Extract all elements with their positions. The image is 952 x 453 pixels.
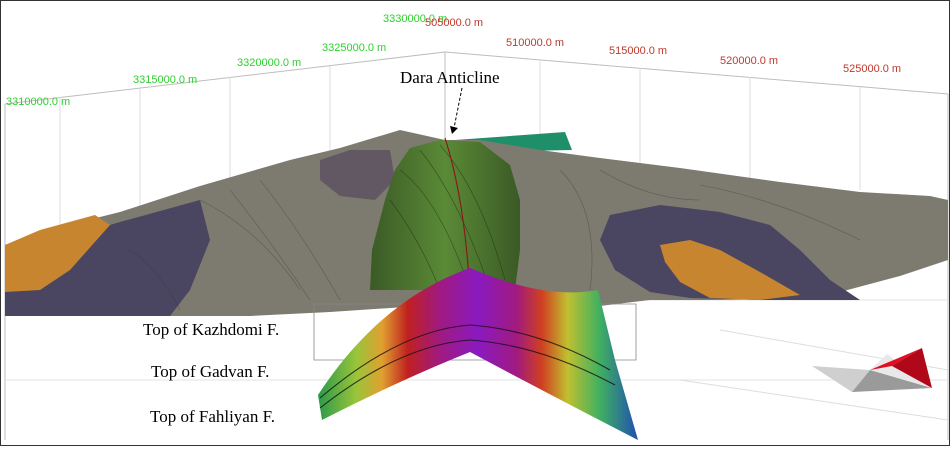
anticline-label: Dara Anticline	[400, 68, 500, 88]
north-arrow-icon[interactable]	[812, 344, 932, 394]
horizon-label-kazhdomi: Top of Kazhdomi F.	[143, 320, 279, 340]
easting-label-4: 520000.0 m	[720, 55, 778, 67]
easting-label-2: 510000.0 m	[506, 37, 564, 49]
easting-label-1: 505000.0 m	[425, 17, 483, 29]
anticline-pointer-arrow	[440, 86, 470, 136]
horizon-label-gadvan: Top of Gadvan F.	[151, 362, 269, 382]
horizon-label-fahliyan: Top of Fahliyan F.	[150, 407, 275, 427]
northing-label-1: 3310000.0 m	[6, 96, 70, 108]
easting-label-5: 525000.0 m	[843, 63, 901, 75]
northing-label-3: 3320000.0 m	[237, 57, 301, 69]
easting-label-3: 515000.0 m	[609, 45, 667, 57]
northing-label-4: 3325000.0 m	[322, 42, 386, 54]
northing-label-2: 3315000.0 m	[133, 74, 197, 86]
